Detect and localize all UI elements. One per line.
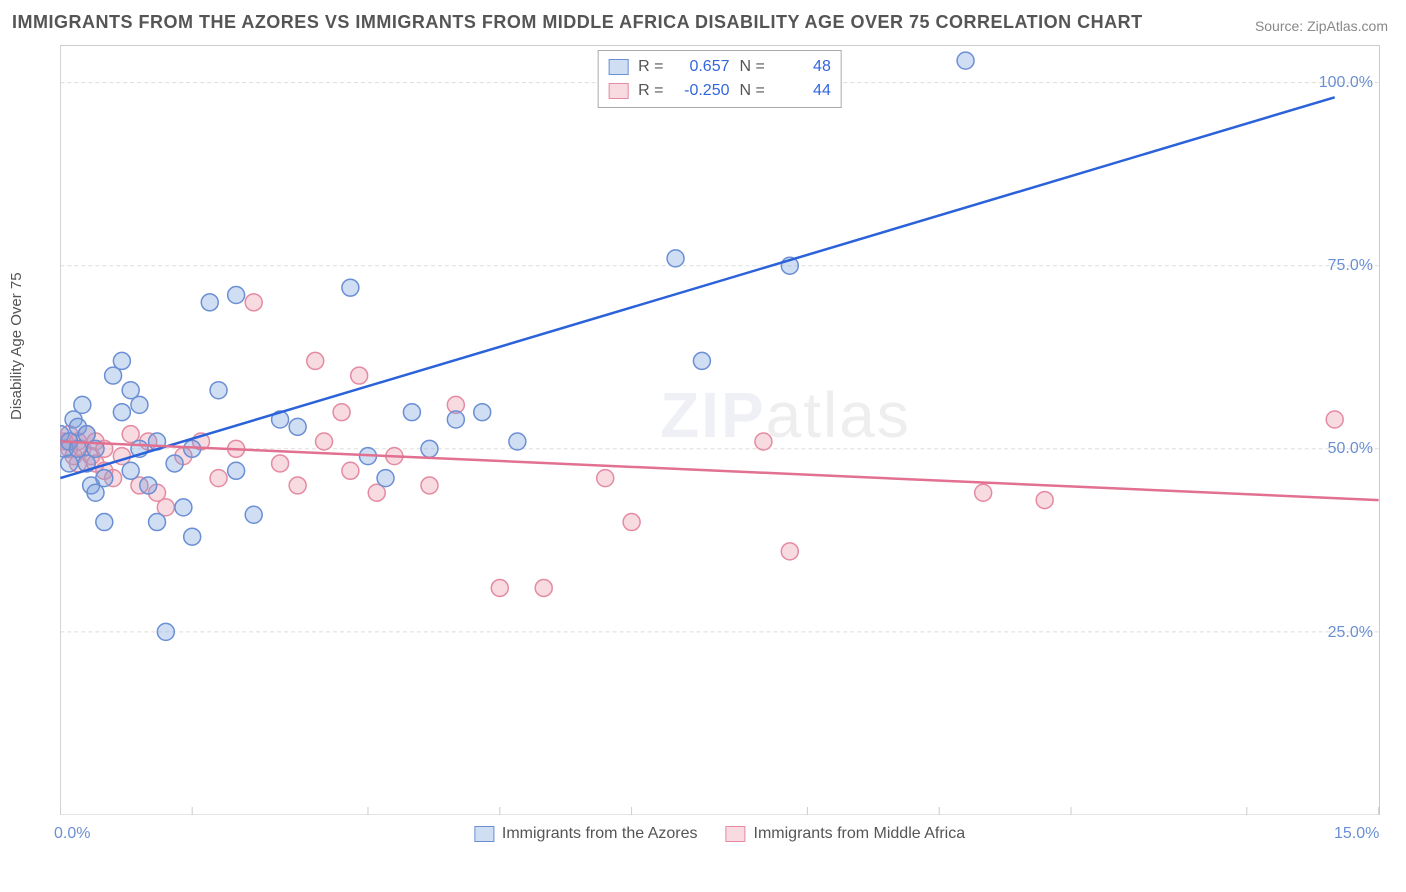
series-legend: Immigrants from the Azores Immigrants fr… [474, 825, 965, 843]
n-value-azores: 48 [775, 55, 831, 79]
r-value-middle-africa: -0.250 [674, 79, 730, 103]
n-value-middle-africa: 44 [775, 79, 831, 103]
plot-area: R = 0.657 N = 48 R = -0.250 N = 44 ZIPat… [60, 45, 1380, 815]
scatter-plot-svg [60, 46, 1379, 815]
x-tick-label: 15.0% [1334, 825, 1379, 843]
y-tick-label: 50.0% [1328, 440, 1373, 458]
correlation-legend: R = 0.657 N = 48 R = -0.250 N = 44 [597, 50, 842, 108]
swatch-middle-africa-icon [726, 826, 746, 842]
y-tick-label: 25.0% [1328, 624, 1373, 642]
legend-label-azores: Immigrants from the Azores [502, 825, 698, 843]
r-value-azores: 0.657 [674, 55, 730, 79]
swatch-middle-africa [608, 83, 628, 99]
n-label: N = [740, 55, 765, 79]
legend-label-middle-africa: Immigrants from Middle Africa [754, 825, 966, 843]
y-tick-label: 100.0% [1319, 74, 1373, 92]
legend-row-azores: R = 0.657 N = 48 [608, 55, 831, 79]
chart-container: IMMIGRANTS FROM THE AZORES VS IMMIGRANTS… [0, 0, 1406, 892]
r-label: R = [638, 79, 663, 103]
x-tick-label: 0.0% [54, 825, 90, 843]
r-label: R = [638, 55, 663, 79]
chart-title: IMMIGRANTS FROM THE AZORES VS IMMIGRANTS… [12, 12, 1143, 33]
source-label: Source: ZipAtlas.com [1255, 18, 1388, 34]
legend-item-middle-africa: Immigrants from Middle Africa [726, 825, 966, 843]
y-axis-label: Disability Age Over 75 [8, 272, 25, 420]
swatch-azores-icon [474, 826, 494, 842]
swatch-azores [608, 59, 628, 75]
y-tick-label: 75.0% [1328, 257, 1373, 275]
legend-row-middle-africa: R = -0.250 N = 44 [608, 79, 831, 103]
n-label: N = [740, 79, 765, 103]
legend-item-azores: Immigrants from the Azores [474, 825, 698, 843]
